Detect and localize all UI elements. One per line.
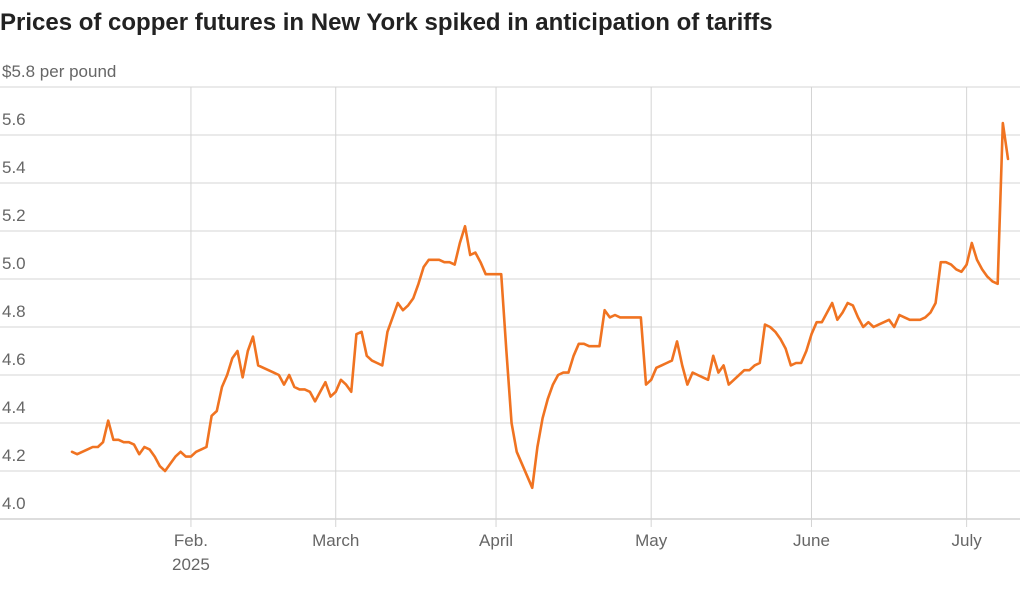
y-tick-label: 5.6 [2,110,26,129]
x-tick-label: Feb. [174,531,208,550]
x-year-label: 2025 [172,555,210,574]
y-tick-label: 4.8 [2,302,26,321]
y-tick-label: 4.6 [2,350,26,369]
chart-title: Prices of copper futures in New York spi… [0,9,773,36]
y-tick-label: 5.4 [2,158,26,177]
x-tick-label: April [479,531,513,550]
y-tick-label: 4.0 [2,494,26,513]
y-tick-label: 4.4 [2,398,26,417]
x-tick-label: July [952,531,983,550]
y-tick-label: $5.8 per pound [2,62,116,81]
x-tick-label: March [312,531,359,550]
y-tick-label: 5.2 [2,206,26,225]
x-tick-label: June [793,531,830,550]
y-tick-label: 4.2 [2,446,26,465]
y-tick-label: 5.0 [2,254,26,273]
price-line [70,121,1010,490]
x-tick-label: May [635,531,668,550]
